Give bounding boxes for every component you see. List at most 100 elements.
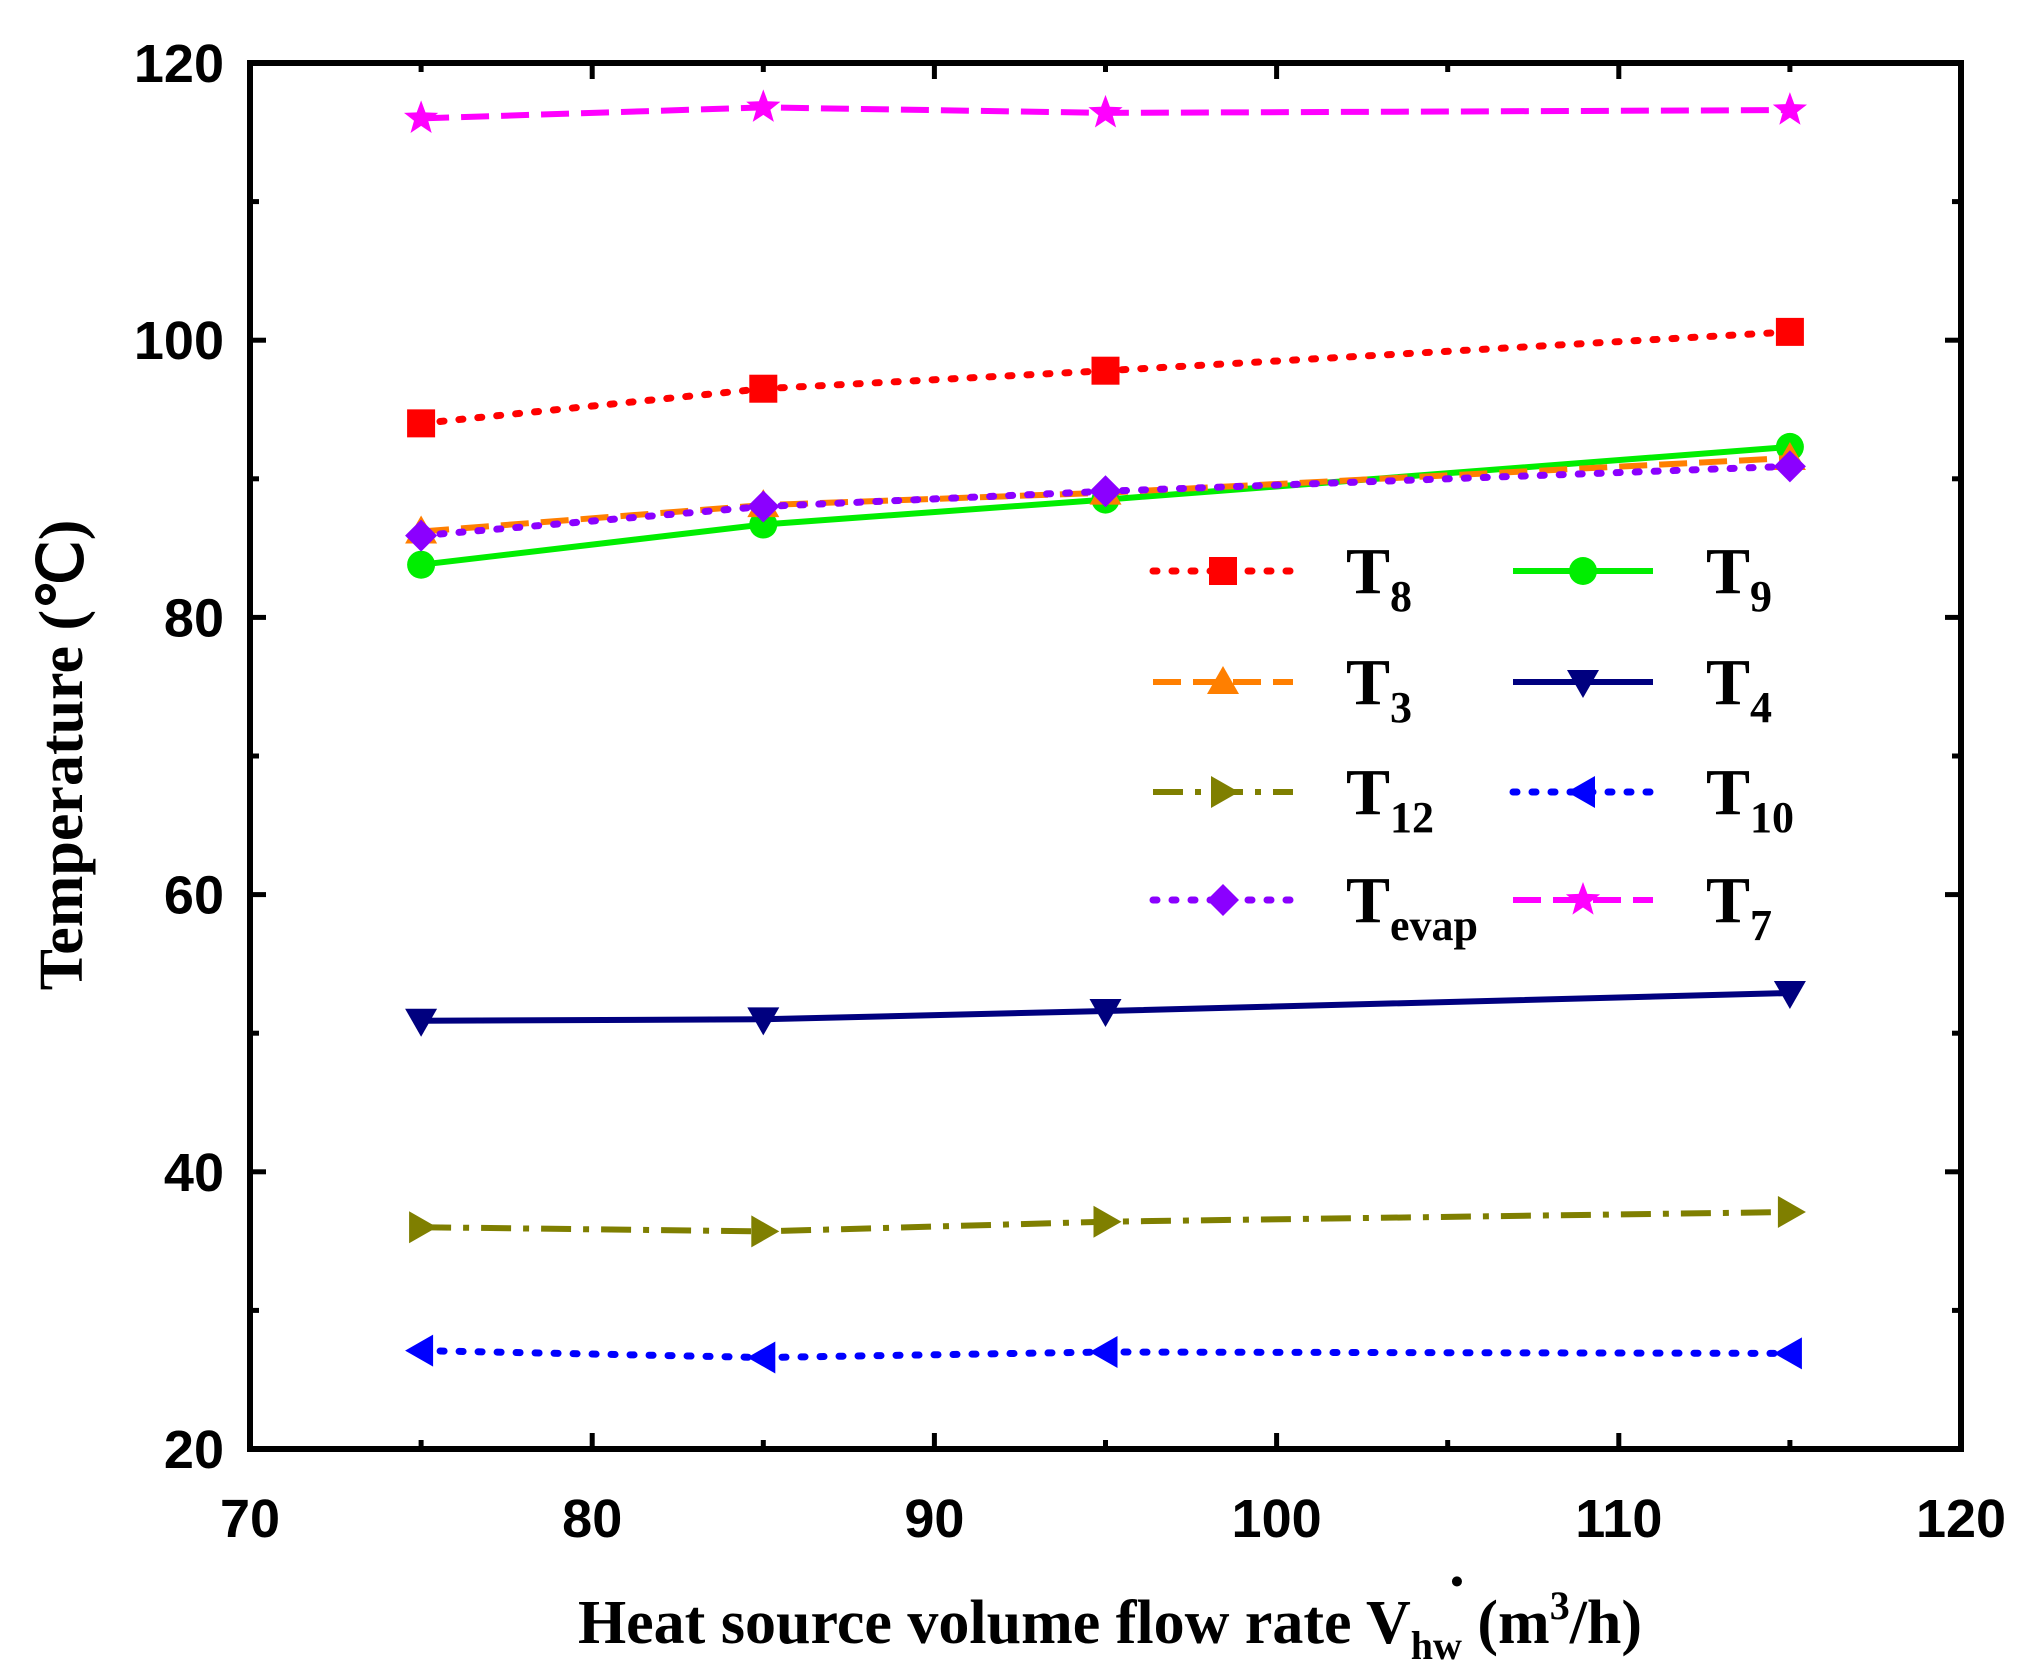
series-T12: [409, 1195, 1806, 1248]
legend-marker-T12: [1211, 776, 1239, 808]
legend-item-T9: T9: [1513, 535, 1772, 621]
data-point-T7: [404, 100, 439, 133]
x-tick-label: 90: [904, 1489, 964, 1549]
x-axis-label-superscript: 3: [1550, 1583, 1570, 1628]
legend-marker-T8: [1209, 557, 1237, 585]
plot-frame: [247, 60, 1964, 1452]
legend-label-subscript: 3: [1390, 683, 1412, 732]
data-point-T10: [1089, 1335, 1118, 1368]
y-tick-label: 40: [164, 1143, 224, 1203]
legend-label-Tevap: Tevap: [1346, 864, 1478, 950]
data-point-Tevap: [1089, 475, 1122, 508]
x-tick-label: 110: [1575, 1489, 1662, 1549]
x-tick-label: 120: [1916, 1489, 2006, 1549]
x-axis-label-unit-open: (m: [1462, 1589, 1550, 1657]
legend-label-subscript: 4: [1750, 683, 1772, 732]
data-point-T9: [407, 550, 436, 579]
legend-label-base: T: [1346, 864, 1390, 937]
x-axis-label-subscript: hw: [1411, 1623, 1462, 1668]
legend-marker-Tevap: [1207, 884, 1239, 916]
data-point-T12: [409, 1211, 438, 1244]
series-T4: [405, 981, 1806, 1037]
data-point-T12: [1777, 1195, 1806, 1228]
legend-label-subscript: evap: [1390, 901, 1478, 950]
legend-marker-T3: [1207, 666, 1239, 694]
data-point-T12: [1093, 1205, 1122, 1238]
legend-label-subscript: 10: [1750, 793, 1794, 842]
series-line-T9: [420, 443, 1791, 568]
x-tick-label: 80: [562, 1489, 622, 1549]
series-line-T8: [417, 328, 1794, 427]
x-axis-label-dot: ·: [1447, 1548, 1468, 1616]
x-tick-label: 70: [220, 1489, 280, 1549]
legend-item-T12: T12: [1153, 756, 1434, 842]
series-line-Tevap: [417, 462, 1794, 540]
data-point-T10: [747, 1341, 776, 1374]
series-line-T4: [421, 990, 1790, 1024]
legend-label-T10: T10: [1706, 756, 1794, 842]
legend-label-base: T: [1346, 535, 1390, 608]
x-axis-label: Heat source volume flow rate Vhw (m3/h): [578, 1583, 1642, 1668]
data-point-T8: [1775, 317, 1804, 346]
legend-label-base: T: [1346, 756, 1390, 829]
y-tick-label: 80: [164, 588, 224, 648]
legend-item-T10: T10: [1509, 756, 1794, 842]
legend-marker-T9: [1569, 557, 1597, 585]
legend-item-T7: T7: [1513, 864, 1772, 950]
data-point-T4: [1773, 981, 1806, 1010]
data-point-T7: [1772, 92, 1807, 125]
legend-item-T3: T3: [1153, 646, 1412, 732]
legend-marker-T4: [1567, 670, 1599, 698]
legend-label-subscript: 8: [1390, 572, 1412, 621]
legend-label-subscript: 9: [1750, 572, 1772, 621]
legend-marker-T7: [1565, 882, 1601, 915]
data-point-Tevap: [747, 490, 780, 523]
y-tick-label: 120: [134, 34, 224, 94]
legend-label-base: T: [1706, 756, 1750, 829]
data-point-T7: [746, 89, 781, 122]
data-point-T8: [407, 409, 436, 438]
legend-label-T4: T4: [1706, 646, 1772, 732]
data-point-T10: [1773, 1337, 1802, 1370]
legend-label-T9: T9: [1706, 535, 1772, 621]
legend-label-subscript: 12: [1390, 793, 1434, 842]
data-point-Tevap: [405, 519, 438, 552]
data-point-T4: [405, 1008, 438, 1037]
series-T10: [405, 1334, 1802, 1374]
data-point-T12: [751, 1215, 780, 1248]
legend-label-T7: T7: [1706, 864, 1772, 950]
x-axis-label-unit-close: /h): [1569, 1589, 1642, 1657]
x-axis-label-main: Heat source volume flow rate: [578, 1589, 1366, 1657]
data-point-T8: [1091, 356, 1120, 385]
x-tick-label: 100: [1232, 1489, 1322, 1549]
legend-marker-T10: [1567, 776, 1595, 808]
data-point-Tevap: [1773, 450, 1806, 483]
legend-item-T8: T8: [1149, 535, 1412, 621]
legend-label-base: T: [1706, 535, 1750, 608]
y-tick-label: 100: [134, 311, 224, 371]
data-point-T7: [1088, 94, 1123, 128]
legend-item-Tevap: Tevap: [1149, 864, 1478, 950]
data-point-T9: [749, 510, 778, 539]
data-point-T10: [405, 1334, 434, 1367]
data-point-T4: [747, 1007, 780, 1036]
legend-label-T12: T12: [1346, 756, 1434, 842]
series-layer: [404, 89, 1807, 1374]
legend-label-base: T: [1706, 864, 1750, 937]
series-T9: [407, 432, 1804, 579]
y-tick-label: 20: [164, 1420, 224, 1480]
y-tick-label: 60: [164, 866, 224, 926]
y-axis-label: Temperature (℃): [28, 520, 96, 991]
x-axis-label-symbol: V: [1366, 1589, 1411, 1657]
series-line-T7: [421, 104, 1790, 122]
data-point-T4: [1089, 999, 1122, 1028]
legend-item-T4: T4: [1513, 646, 1772, 732]
series-T7: [404, 89, 1807, 133]
legend-label-base: T: [1706, 646, 1750, 719]
data-point-T8: [749, 374, 778, 403]
series-Tevap: [405, 450, 1806, 552]
legend-label-T8: T8: [1346, 535, 1412, 621]
series-line-T10: [417, 1347, 1794, 1362]
